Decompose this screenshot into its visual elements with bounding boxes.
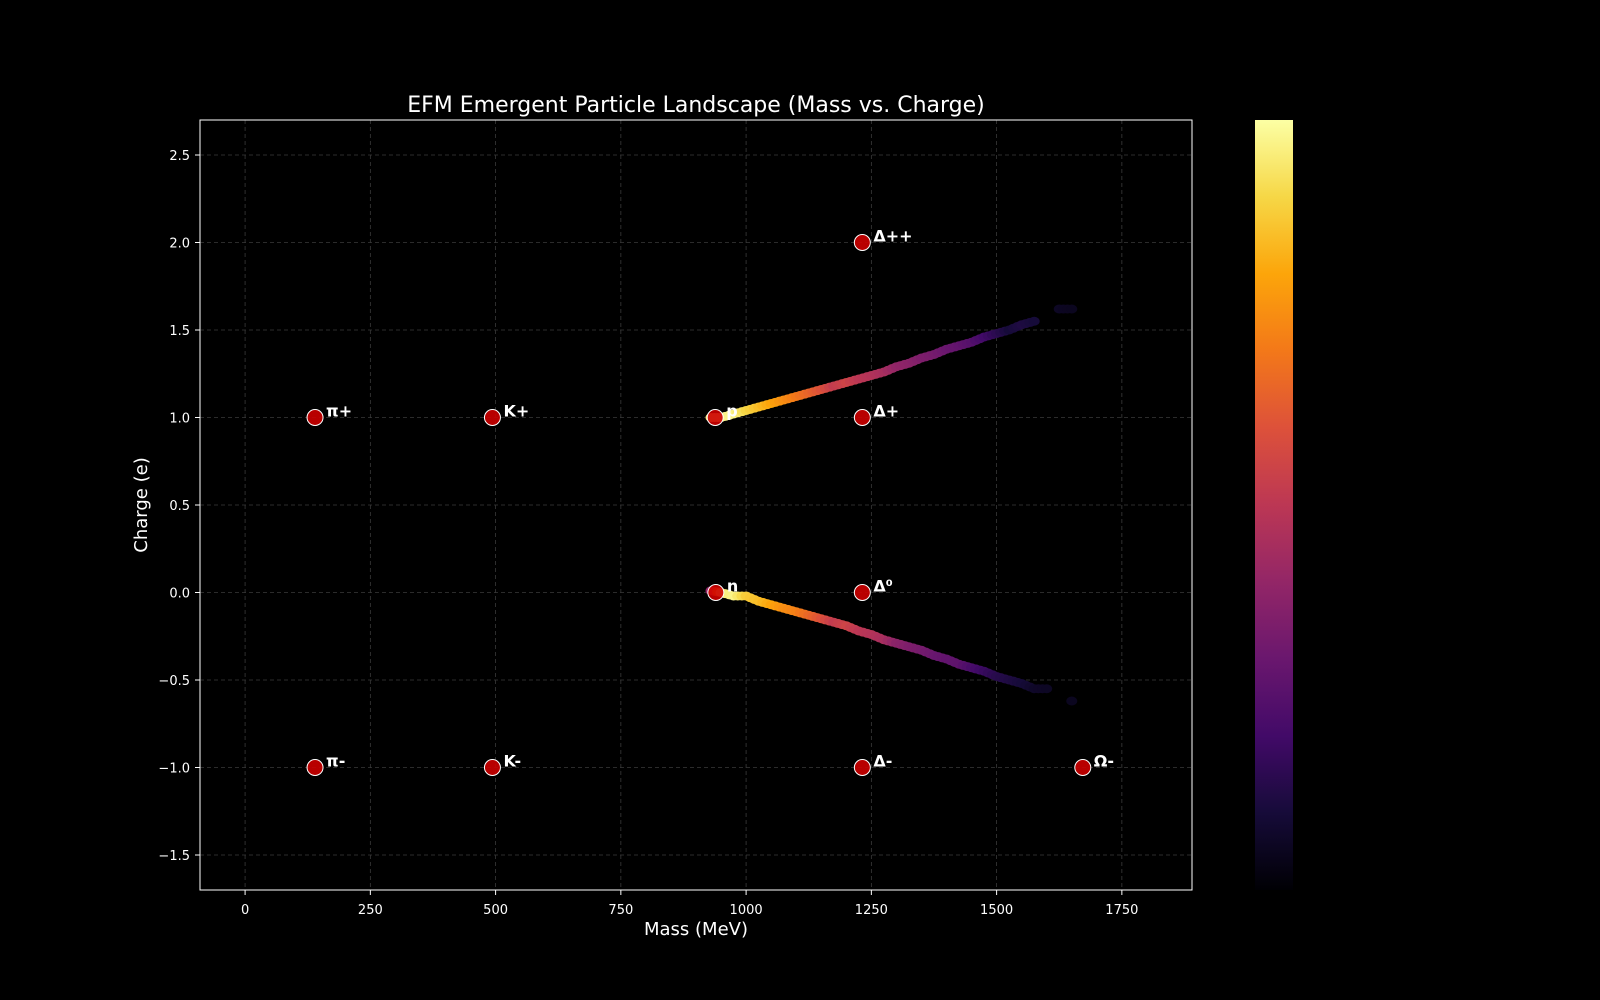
particle-marker (853, 584, 871, 601)
particle-marker (483, 759, 501, 776)
particle-marker (1074, 759, 1092, 776)
y-tick-label: 0.0 (169, 587, 190, 602)
y-tick-label: 0.5 (169, 499, 190, 514)
colorbar (1255, 120, 1293, 890)
particle-marker (306, 409, 324, 426)
density-bin (1066, 304, 1078, 314)
particle-label: n (727, 577, 738, 596)
chart-title: EFM Emergent Particle Landscape (Mass vs… (407, 93, 985, 118)
x-axis-label: Mass (MeV) (644, 919, 748, 940)
particle-marker (853, 234, 871, 251)
y-tick-label: −0.5 (158, 674, 190, 689)
y-tick-label: −1.5 (158, 849, 190, 864)
particle-markers: π+ π- K+ K-p n Δ++ Δ+ Δ⁰ Δ- Ω- (306, 227, 1114, 776)
x-tick-label: 1750 (1105, 903, 1138, 918)
particle-marker (706, 409, 724, 426)
particle-label: p (726, 402, 737, 421)
y-tick-label: 2.0 (169, 237, 190, 252)
y-tick-label: 1.5 (169, 324, 190, 339)
particle-label: Δ++ (873, 227, 912, 246)
x-tick-label: 500 (483, 903, 508, 918)
density-bin (1028, 316, 1040, 326)
x-axis-ticks: 0 250 500 750 1000 1250 1500 1750 (241, 890, 1138, 918)
particle-label: K+ (503, 402, 529, 421)
y-tick-label: 2.5 (169, 149, 190, 164)
grid-lines (200, 120, 1192, 890)
y-axis-label: Charge (e) (131, 457, 152, 552)
particle-label: Δ- (873, 752, 892, 771)
particle-marker (306, 759, 324, 776)
x-tick-label: 0 (241, 903, 249, 918)
particle-label: π+ (326, 402, 352, 421)
particle-marker (853, 759, 871, 776)
particle-marker (707, 584, 725, 601)
x-tick-label: 1000 (730, 903, 763, 918)
y-tick-label: −1.0 (158, 762, 190, 777)
particle-label: Δ⁰ (873, 577, 892, 596)
particle-marker (483, 409, 501, 426)
particle-label: π- (326, 752, 345, 771)
x-tick-label: 1500 (980, 903, 1013, 918)
y-axis-ticks: −1.5 −1.0 −0.5 0.0 0.5 1.0 1.5 2.0 2.5 (158, 149, 200, 864)
x-tick-label: 1250 (855, 903, 888, 918)
density-bin (1066, 696, 1078, 706)
density-bin (1041, 684, 1053, 694)
particle-label: Δ+ (873, 402, 899, 421)
y-tick-label: 1.0 (169, 412, 190, 427)
particle-label: Ω- (1094, 752, 1114, 771)
particle-marker (853, 409, 871, 426)
x-tick-label: 250 (358, 903, 383, 918)
particle-label: K- (503, 752, 521, 771)
x-tick-label: 750 (608, 903, 633, 918)
